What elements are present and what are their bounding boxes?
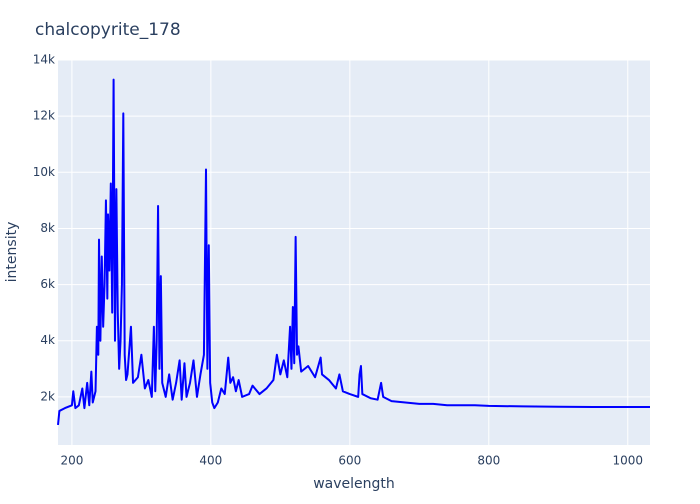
x-tick-label: 400	[199, 454, 222, 468]
plot-area	[58, 60, 650, 445]
y-tick-label: 12k	[33, 109, 55, 123]
chart-title: chalcopyrite_178	[35, 20, 181, 40]
y-tick-label: 4k	[40, 333, 55, 347]
x-tick-label: 1000	[612, 454, 643, 468]
x-tick-label: 600	[338, 454, 361, 468]
y-tick-label: 10k	[33, 165, 55, 179]
x-tick-label: 800	[477, 454, 500, 468]
x-tick-label: 200	[60, 454, 83, 468]
y-tick-label: 8k	[40, 221, 55, 235]
y-axis-title: intensity	[4, 222, 20, 283]
x-axis-title: wavelength	[313, 476, 395, 492]
line-series	[57, 78, 650, 426]
y-tick-label: 6k	[40, 277, 55, 291]
y-tick-label: 14k	[33, 53, 55, 67]
y-tick-label: 2k	[40, 389, 55, 403]
